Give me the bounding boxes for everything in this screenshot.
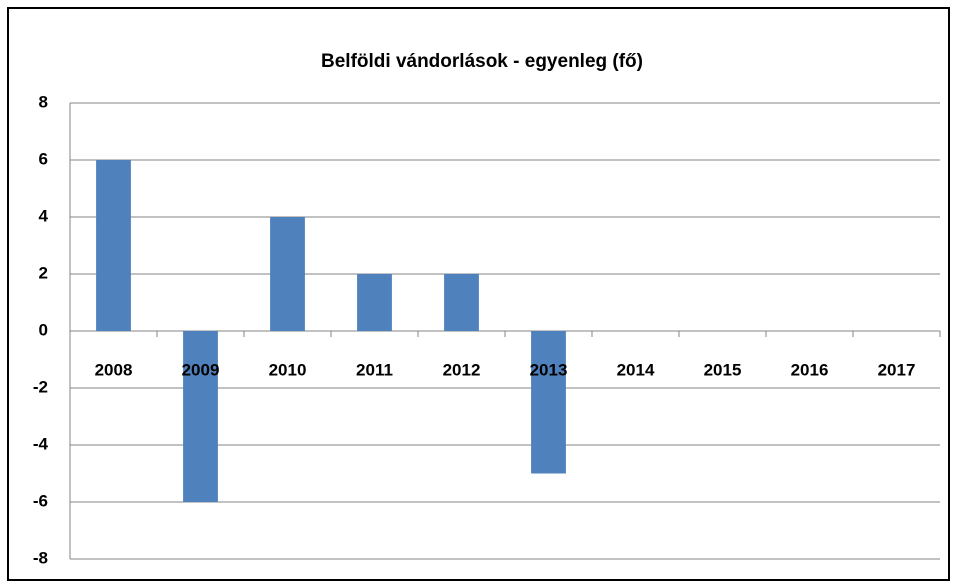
bar — [96, 160, 131, 331]
x-tick-label: 2013 — [530, 360, 568, 379]
y-tick-label: -6 — [33, 491, 48, 510]
x-tick-label: 2012 — [443, 360, 481, 379]
bar — [444, 274, 479, 331]
y-tick-label: 8 — [39, 92, 48, 111]
x-tick-label: 2010 — [269, 360, 307, 379]
y-tick-label: -8 — [33, 548, 48, 567]
y-tick-label: 0 — [39, 320, 48, 339]
x-tick-label: 2009 — [182, 360, 220, 379]
y-tick-label: 2 — [39, 263, 48, 282]
y-tick-label: -4 — [33, 434, 49, 453]
x-tick-label: 2014 — [617, 360, 655, 379]
x-tick-label: 2017 — [878, 360, 916, 379]
y-tick-label: 6 — [39, 149, 48, 168]
x-tick-label: 2015 — [704, 360, 742, 379]
bar — [183, 331, 218, 502]
x-tick-label: 2016 — [791, 360, 829, 379]
bar — [531, 331, 566, 474]
chart-title: Belföldi vándorlások - egyenleg (fő) — [321, 51, 643, 72]
bar — [357, 274, 392, 331]
x-tick-label: 2011 — [356, 360, 393, 379]
y-tick-label: 4 — [39, 206, 49, 225]
y-tick-label: -2 — [33, 377, 48, 396]
bar — [270, 217, 305, 331]
x-tick-label: 2008 — [95, 360, 133, 379]
